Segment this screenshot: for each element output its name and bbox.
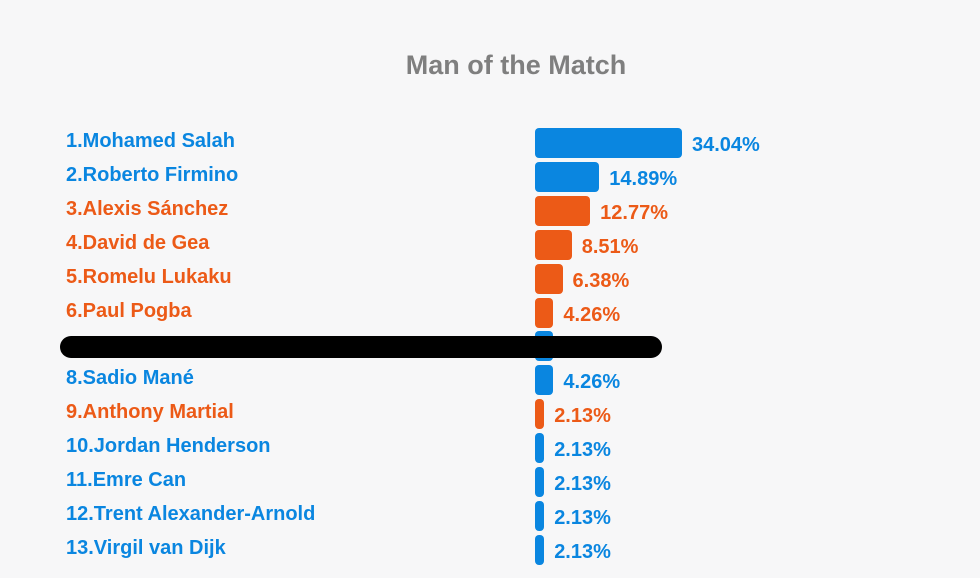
bar-label: 9.Anthony Martial bbox=[66, 401, 234, 424]
bar bbox=[535, 195, 591, 226]
bar-label: 3.Alexis Sánchez bbox=[66, 197, 229, 220]
value-label: 4.26% bbox=[563, 303, 621, 326]
bar-label: 11.Emre Can bbox=[66, 469, 187, 491]
bar bbox=[535, 534, 545, 565]
bar-label: 12.Trent Alexander-Arnold bbox=[66, 502, 316, 525]
bar bbox=[535, 399, 545, 430]
bar-label: 5.Romelu Lukaku bbox=[66, 265, 232, 288]
value-label: 8.51% bbox=[581, 235, 639, 258]
value-label: 34.04% bbox=[692, 134, 760, 156]
value-label: 12.77% bbox=[600, 201, 668, 224]
bar-label: 4.David de Gea bbox=[66, 231, 210, 254]
bar bbox=[535, 229, 572, 260]
bar bbox=[535, 161, 600, 192]
value-label: 2.13% bbox=[554, 405, 611, 428]
value-label: 14.89% bbox=[609, 167, 678, 190]
bar-label: 13.Virgil van Dijk bbox=[66, 536, 226, 559]
bar bbox=[535, 433, 545, 464]
value-label: 6.38% bbox=[572, 269, 630, 292]
value-label: 2.13% bbox=[554, 473, 611, 495]
bar bbox=[535, 500, 545, 531]
bar bbox=[535, 467, 545, 497]
bar-label: 8.Sadio Mané bbox=[66, 367, 194, 390]
bar bbox=[535, 297, 554, 328]
bar-label: 1.Mohamed Salah bbox=[66, 130, 235, 152]
bar-label: 6.Paul Pogba bbox=[66, 299, 192, 322]
bar-label: 2.Roberto Firmino bbox=[66, 163, 239, 186]
value-label: 4.26% bbox=[563, 371, 621, 394]
redaction-mark bbox=[60, 336, 662, 358]
bar bbox=[535, 263, 563, 294]
bar-label: 10.Jordan Henderson bbox=[66, 435, 271, 458]
bar bbox=[535, 365, 554, 396]
bar bbox=[535, 128, 682, 158]
chart-title: Man of the Match bbox=[405, 50, 627, 80]
value-label: 2.13% bbox=[554, 439, 611, 462]
value-label: 2.13% bbox=[554, 540, 611, 563]
value-label: 2.13% bbox=[554, 506, 611, 529]
